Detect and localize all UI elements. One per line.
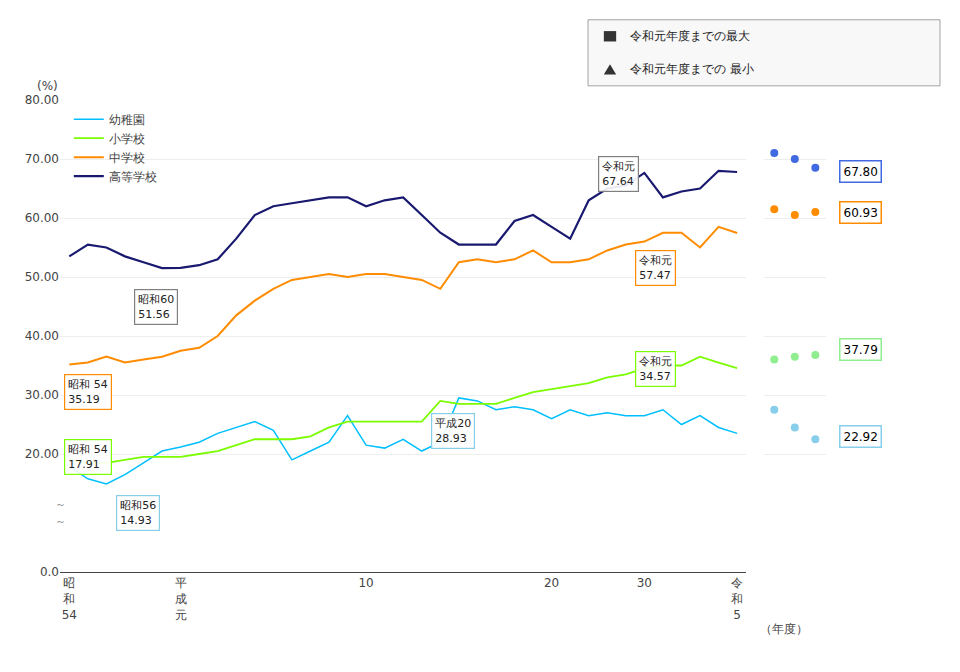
svg-text:令和元67.64: 令和元67.64 — [602, 160, 635, 187]
svg-text:70.00: 70.00 — [25, 152, 59, 166]
svg-text:高等学校: 高等学校 — [109, 170, 157, 184]
svg-text:令和元年度までの 最小: 令和元年度までの 最小 — [630, 62, 754, 76]
svg-text:昭和54: 昭和54 — [62, 576, 77, 621]
svg-text:10: 10 — [358, 576, 373, 590]
svg-text:20.00: 20.00 — [25, 447, 59, 461]
svg-text:中学校: 中学校 — [109, 151, 145, 165]
svg-text:0.0: 0.0 — [40, 565, 59, 579]
svg-text:昭和5614.93: 昭和5614.93 — [120, 499, 156, 526]
svg-text:（年度）: （年度） — [760, 622, 808, 636]
svg-text:幼稚園: 幼稚園 — [109, 113, 145, 127]
svg-text:令和元34.57: 令和元34.57 — [639, 355, 672, 382]
svg-text:令和元年度までの最大: 令和元年度までの最大 — [630, 29, 750, 43]
svg-text:80.00: 80.00 — [25, 93, 59, 107]
svg-text:～: ～ — [55, 498, 66, 511]
svg-text:小学校: 小学校 — [109, 132, 145, 146]
svg-text:60.00: 60.00 — [25, 211, 59, 225]
svg-text:67.80: 67.80 — [844, 165, 878, 179]
svg-text:60.93: 60.93 — [844, 206, 878, 220]
svg-text:令和5: 令和5 — [731, 576, 743, 621]
svg-text:昭和6051.56: 昭和6051.56 — [138, 293, 174, 320]
svg-text:～: ～ — [55, 515, 66, 528]
svg-text:20: 20 — [544, 576, 559, 590]
svg-text:30.00: 30.00 — [25, 388, 59, 402]
svg-text:50.00: 50.00 — [25, 270, 59, 284]
svg-text:22.92: 22.92 — [844, 430, 878, 444]
svg-text:30: 30 — [637, 576, 652, 590]
svg-text:平成元: 平成元 — [175, 576, 187, 621]
svg-text:昭和 5435.19: 昭和 5435.19 — [68, 378, 108, 405]
svg-text:37.79: 37.79 — [844, 343, 878, 357]
svg-text:(%): (%) — [37, 79, 58, 93]
svg-text:40.00: 40.00 — [25, 329, 59, 343]
svg-text:平成2028.93: 平成2028.93 — [435, 417, 471, 444]
svg-text:令和元57.47: 令和元57.47 — [639, 254, 672, 281]
svg-text:昭和 5417.91: 昭和 5417.91 — [68, 443, 108, 470]
